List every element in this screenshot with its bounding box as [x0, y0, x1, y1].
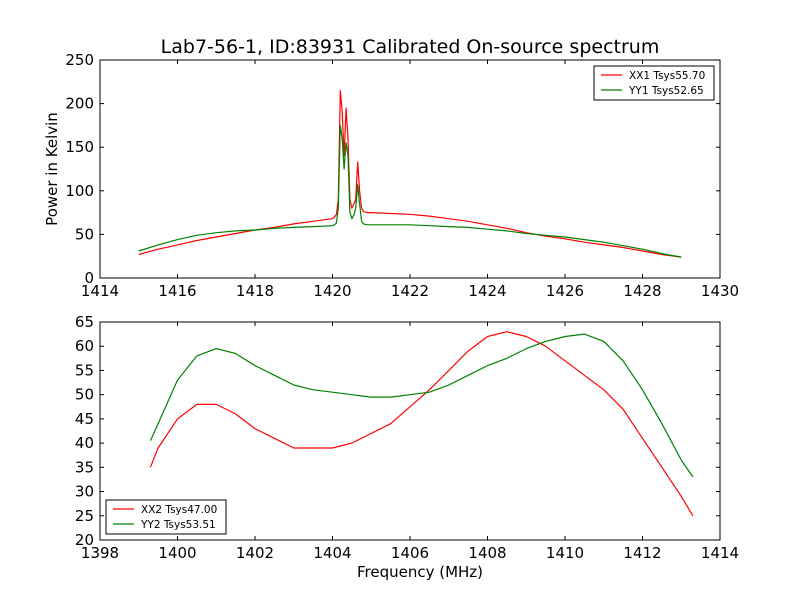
x-tick-label: 1428	[623, 282, 661, 300]
axes-frame	[99, 59, 721, 279]
legend-label-2: YY1 Tsys52.65	[628, 85, 704, 97]
top-panel: 1414 1416 1418 1420 1422 1424 1426 1428 1430 0 50 1…	[43, 51, 739, 300]
x-tick-label: 1420	[313, 282, 351, 300]
x-tick-label: 1412	[623, 544, 661, 562]
series-line-2	[138, 124, 682, 258]
y-tick-label: 50	[75, 225, 94, 243]
y-tick-label: 150	[65, 138, 94, 156]
y-axis-label: Power in Kelvin	[43, 112, 61, 226]
y-tick-label: 35	[75, 458, 94, 476]
x-tick-label: 1406	[391, 544, 429, 562]
x-tick-label: 1416	[158, 282, 196, 300]
legend-box	[105, 499, 227, 535]
x-tick-label: 1402	[236, 544, 274, 562]
figure-title: Lab7-56-1, ID:83931 Calibrated On-source…	[161, 36, 660, 58]
legend-label-1: XX1 Tsys55.70	[629, 70, 705, 82]
legend: XX2 Tsys47.00 YY2 Tsys53.51	[105, 499, 227, 535]
y-tick-label: 0	[84, 269, 94, 287]
y-tick-label: 100	[65, 182, 94, 200]
x-tick-label: 1400	[158, 544, 196, 562]
y-tick-label: 40	[75, 434, 94, 452]
y-tick-label: 200	[65, 95, 94, 113]
x-tick-label: 1430	[701, 282, 739, 300]
x-tick-label: 1418	[236, 282, 274, 300]
x-tick-label: 1422	[391, 282, 429, 300]
x-tick-label: 1414	[701, 544, 739, 562]
x-tick-label: 1398	[81, 544, 119, 562]
y-tick-label: 25	[75, 507, 94, 525]
axes-frame	[99, 321, 721, 541]
y-tick-label: 45	[75, 410, 94, 428]
x-tick-label: 1408	[468, 544, 506, 562]
bottom-panel: 1398 1400 1402 1404 1406 1408 1410 1412 1414 20 25…	[75, 313, 739, 581]
y-tick-label: 30	[75, 483, 94, 501]
x-axis-label: Frequency (MHz)	[357, 563, 483, 581]
x-tick-label: 1426	[546, 282, 584, 300]
y-tick-label: 250	[65, 51, 94, 69]
y-tick-label: 55	[75, 361, 94, 379]
legend-label-2: YY2 Tsys53.51	[140, 519, 216, 531]
y-tick-label: 65	[75, 313, 94, 331]
legend-box	[593, 65, 715, 101]
y-tick-label: 20	[75, 531, 94, 549]
x-tick-label: 1404	[313, 544, 351, 562]
y-tick-label: 60	[75, 337, 94, 355]
legend-label-1: XX2 Tsys47.00	[141, 504, 217, 516]
x-tick-label: 1414	[81, 282, 119, 300]
legend: XX1 Tsys55.70 YY1 Tsys52.65	[593, 65, 715, 101]
x-tick-label: 1424	[468, 282, 506, 300]
y-tick-label: 50	[75, 386, 94, 404]
series-line-2	[149, 333, 694, 478]
x-tick-label: 1410	[546, 544, 584, 562]
series-line-1	[149, 331, 694, 517]
